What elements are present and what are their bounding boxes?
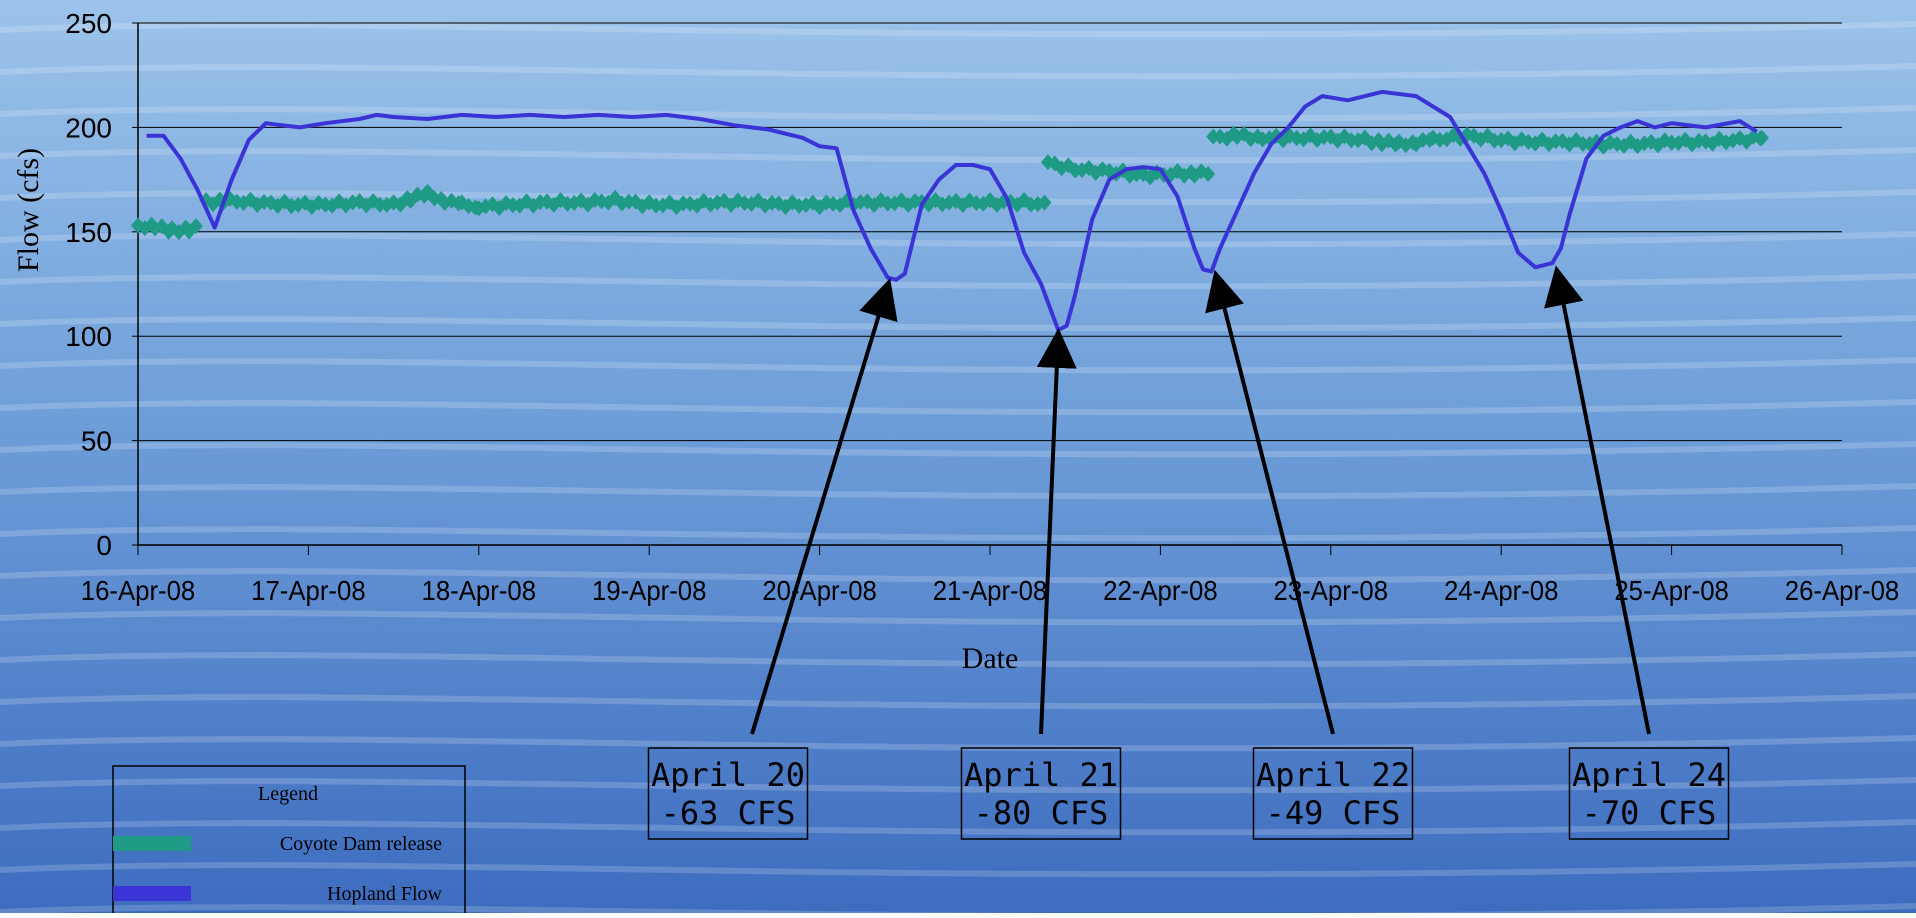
x-tick-label: 26-Apr-08 xyxy=(1785,575,1899,606)
wave-streak xyxy=(0,441,1916,458)
wave-streak xyxy=(0,735,1916,752)
annotation-arrow xyxy=(1036,327,1077,735)
annotation-label-date: April 21 xyxy=(964,756,1118,794)
wave-streak xyxy=(0,357,1916,374)
x-tick-label: 25-Apr-08 xyxy=(1614,575,1728,606)
wave-streak xyxy=(0,651,1916,668)
legend-swatch-dam xyxy=(113,836,191,851)
annotation-box xyxy=(1568,747,1730,840)
wave-streak xyxy=(0,819,1916,836)
annotation-label-change: -49 CFS xyxy=(1266,794,1401,832)
annotation-arrow xyxy=(750,278,898,735)
wave-streak xyxy=(0,777,1916,794)
x-tick-label: 17-Apr-08 xyxy=(251,575,365,606)
wave-streak xyxy=(0,693,1916,710)
x-tick-label: 22-Apr-08 xyxy=(1103,575,1217,606)
wave-streak xyxy=(0,483,1916,500)
x-tick-label: 20-Apr-08 xyxy=(762,575,876,606)
wave-streak xyxy=(0,21,1916,38)
x-tick-label: 19-Apr-08 xyxy=(592,575,706,606)
hopland-line xyxy=(146,89,1758,332)
dam-point xyxy=(188,218,203,235)
y-tick-label: 0 xyxy=(96,530,112,561)
y-tick-label: 200 xyxy=(65,112,112,143)
annotation-label-date: April 24 xyxy=(1572,756,1726,794)
y-tick-label: 100 xyxy=(65,321,112,352)
annotation-box xyxy=(647,747,809,840)
annotation-arrow xyxy=(1205,269,1335,735)
dam-point xyxy=(1754,129,1769,146)
wave-streak xyxy=(0,609,1916,626)
annotation-label-date: April 20 xyxy=(651,756,805,794)
wave-streak xyxy=(0,861,1916,878)
y-tick-label: 150 xyxy=(65,217,112,248)
annotation-arrow xyxy=(1544,265,1651,735)
x-tick-label: 18-Apr-08 xyxy=(422,575,536,606)
annotation-box xyxy=(960,747,1122,840)
wave-streak xyxy=(0,567,1916,584)
dam-point xyxy=(499,195,514,212)
y-axis-label: Flow (cfs) xyxy=(12,148,45,272)
y-tick-labels: 0 50 100 150 200 250 xyxy=(65,8,112,561)
axes xyxy=(137,23,1843,555)
y-tick-label: 50 xyxy=(81,426,112,457)
annotation-label-change: -70 CFS xyxy=(1582,794,1717,832)
series-hopland-flow xyxy=(146,89,1758,332)
legend: Legend Coyote Dam release Hopland Flow xyxy=(112,765,466,918)
x-tick-label: 16-Apr-08 xyxy=(81,575,195,606)
legend-swatch-hopland xyxy=(113,886,191,901)
legend-title: Legend xyxy=(258,783,318,805)
x-axis-label: Date xyxy=(962,642,1019,675)
annotation-label-change: -63 CFS xyxy=(661,794,796,832)
wave-streak xyxy=(0,315,1916,332)
annotation-1: April 20-63 CFS xyxy=(647,278,898,840)
wave-streak xyxy=(0,105,1916,122)
wave-streak xyxy=(0,63,1916,80)
annotation-label-change: -80 CFS xyxy=(974,794,1109,832)
annotation-3: April 22-49 CFS xyxy=(1205,269,1414,840)
x-tick-label: 21-Apr-08 xyxy=(933,575,1047,606)
wave-streak xyxy=(0,147,1916,164)
series-coyote-dam-release xyxy=(131,125,1769,241)
dam-point xyxy=(1010,196,1025,213)
annotation-label-date: April 22 xyxy=(1256,756,1410,794)
legend-entry-dam: Coyote Dam release xyxy=(280,833,442,855)
annotations: April 20-63 CFS April 21-80 CFS April 22-4… xyxy=(647,265,1730,840)
gridlines xyxy=(132,22,1842,546)
wave-streak xyxy=(0,525,1916,542)
wave-streak xyxy=(0,399,1916,416)
wave-streak xyxy=(0,273,1916,290)
y-tick-label: 250 xyxy=(65,8,112,39)
dam-point xyxy=(1201,165,1216,182)
annotation-4: April 24-70 CFS xyxy=(1544,265,1730,840)
x-tick-label: 24-Apr-08 xyxy=(1444,575,1558,606)
legend-entry-hopland: Hopland Flow xyxy=(327,883,443,905)
x-tick-labels: 16-Apr-08 17-Apr-08 18-Apr-08 19-Apr-08 20-A… xyxy=(81,575,1899,606)
annotation-2: April 21-80 CFS xyxy=(960,327,1122,840)
x-tick-label: 23-Apr-08 xyxy=(1274,575,1388,606)
annotation-box xyxy=(1252,747,1414,840)
dam-point xyxy=(1037,194,1052,211)
